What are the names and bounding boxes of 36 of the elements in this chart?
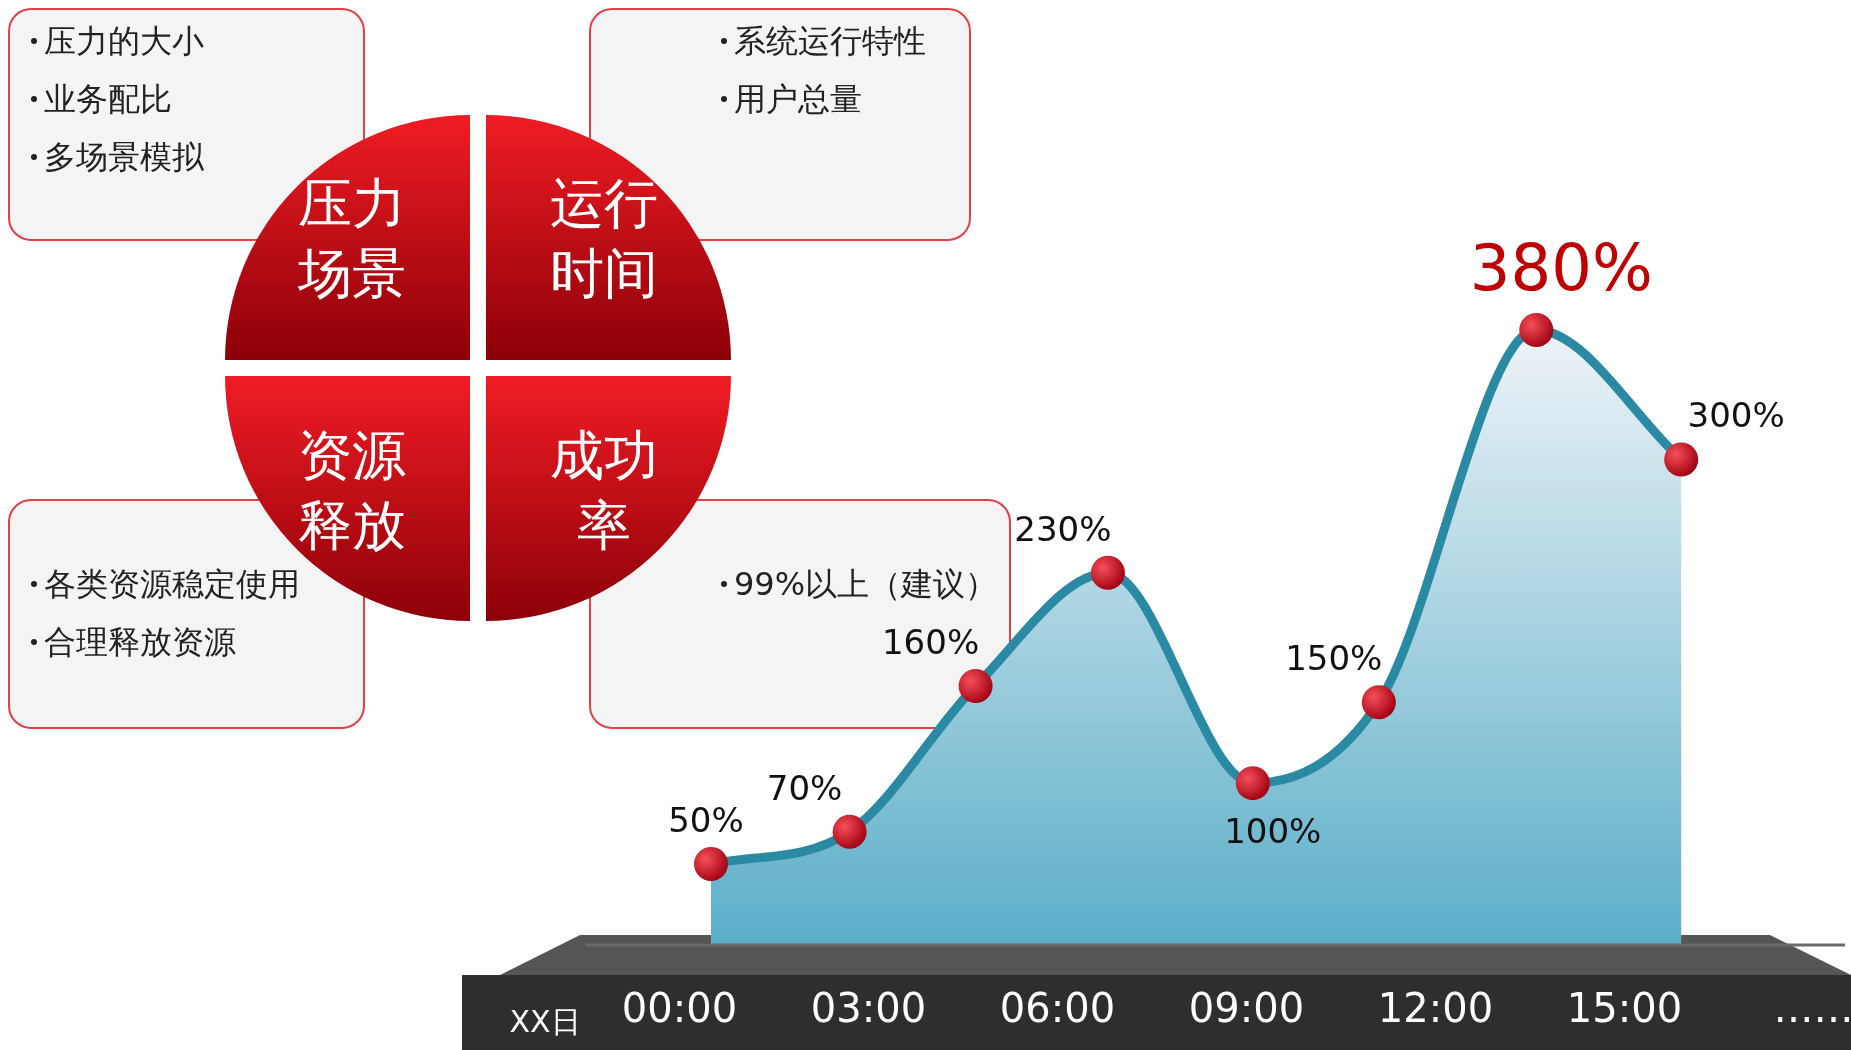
data-label: 70% (766, 767, 843, 808)
text: 系统运行特性 (734, 22, 926, 60)
point (1090, 555, 1125, 590)
data-label: 230% (1014, 508, 1112, 549)
data-label: 50% (668, 800, 744, 841)
text: 压力的大小 (44, 22, 204, 60)
point (1664, 442, 1699, 477)
data-label: 100% (1224, 811, 1322, 852)
data-label: 300% (1687, 395, 1785, 436)
point (694, 847, 728, 882)
slice-label: 资源释放 (297, 424, 406, 558)
slice-label: 压力场景 (296, 171, 406, 305)
slice-label: 成功率 (550, 424, 659, 558)
slice-label: 运行时间 (550, 171, 659, 305)
data-label: 160% (882, 622, 980, 663)
point (1361, 685, 1396, 720)
point (832, 814, 867, 849)
data-label: 150% (1285, 638, 1383, 679)
x-tick-label: 09:00 (1188, 985, 1305, 1031)
annotation: 99%以上（建议） (734, 565, 998, 603)
x-tick-label: …… (1773, 985, 1851, 1031)
x-tick-label: 03:00 (810, 985, 927, 1031)
text: 多场景模拟 (44, 138, 205, 176)
point (958, 669, 993, 704)
text: 用户总量 (734, 80, 862, 118)
data-label: 380% (1469, 231, 1653, 305)
x-tick-label: 15:00 (1566, 985, 1683, 1031)
x-axis-title: XX日 (509, 1004, 581, 1039)
text: 合理释放资源 (44, 623, 236, 661)
point (1519, 313, 1554, 347)
point (1235, 766, 1270, 801)
x-tick-label: 00:00 (621, 985, 738, 1031)
text: 各类资源稳定使用 (44, 565, 300, 603)
text: 业务配比 (44, 80, 172, 118)
x-tick-label: 12:00 (1377, 985, 1494, 1031)
x-tick-label: 06:00 (999, 985, 1116, 1031)
